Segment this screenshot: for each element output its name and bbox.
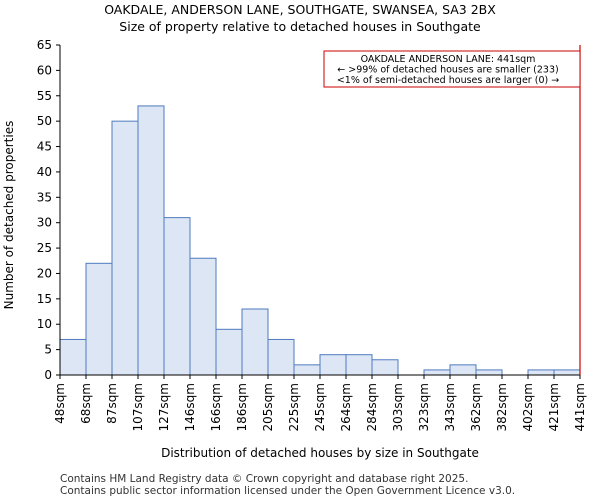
histogram-bar [423, 369, 451, 376]
y-tick-label: 5 [44, 343, 52, 357]
histogram-bar [475, 369, 503, 376]
x-tick-label: 225sqm [287, 383, 301, 431]
x-tick-label: 382sqm [495, 383, 509, 431]
histogram-bar [111, 120, 139, 376]
y-tick-label: 35 [37, 190, 52, 204]
y-tick-label: 30 [37, 216, 52, 230]
annotation-line: <1% of semi-detached houses are larger (… [337, 75, 559, 86]
histogram-bar [293, 364, 321, 376]
y-axis-label: Number of detached properties [2, 121, 16, 310]
x-tick-label: 127sqm [157, 383, 171, 431]
histogram-bar [267, 338, 295, 376]
x-tick-label: 146sqm [183, 383, 197, 431]
histogram-bar [449, 364, 477, 376]
histogram-bar [553, 369, 581, 376]
footer-licence: Contains public sector information licen… [60, 485, 516, 497]
x-tick-label: 68sqm [79, 383, 93, 424]
x-tick-label: 421sqm [547, 383, 561, 431]
x-tick-label: 205sqm [261, 383, 275, 431]
x-tick-label: 87sqm [105, 383, 119, 424]
histogram-chart: 0 5 10 15 20 25 30 35 40 45 50 55 60 65 48sqm 68sqm 87s… [2, 38, 587, 460]
histogram-bar [371, 359, 399, 376]
x-tick-label: 107sqm [131, 383, 145, 431]
x-tick-label: 441sqm [573, 383, 587, 431]
histogram-bar [163, 217, 191, 376]
chart-title: OAKDALE, ANDERSON LANE, SOUTHGATE, SWANS… [104, 2, 496, 17]
histogram-bar [215, 328, 243, 376]
x-axis-label: Distribution of detached houses by size … [161, 446, 479, 460]
y-tick-label: 15 [37, 292, 52, 306]
y-tick-label: 20 [37, 266, 52, 280]
y-tick-label: 55 [37, 89, 52, 103]
x-tick-label: 245sqm [313, 383, 327, 431]
x-tick-label: 264sqm [339, 383, 353, 431]
histogram-bar [189, 257, 217, 376]
x-tick-label: 166sqm [209, 383, 223, 431]
y-tick-label: 50 [37, 114, 52, 128]
histogram-bar [345, 354, 373, 376]
x-tick-label: 323sqm [417, 383, 431, 431]
x-tick-label: 343sqm [443, 383, 457, 431]
x-tick-label: 48sqm [53, 383, 67, 424]
x-tick-label: 186sqm [235, 383, 249, 431]
x-tick-label: 284sqm [365, 383, 379, 431]
histogram-bar [527, 369, 555, 376]
chart-subtitle: Size of property relative to detached ho… [119, 19, 481, 34]
annotation-line: ← >99% of detached houses are smaller (2… [337, 65, 558, 76]
histogram-bar [319, 354, 347, 376]
annotation-line: OAKDALE ANDERSON LANE: 441sqm [361, 54, 536, 65]
histogram-bar [59, 338, 87, 376]
y-tick-label: 25 [37, 241, 52, 255]
annotation-box [323, 50, 581, 88]
histogram-bar [137, 105, 165, 376]
y-tick-label: 60 [37, 63, 52, 77]
histogram-bar [85, 262, 113, 376]
y-tick-label: 10 [37, 317, 52, 331]
y-tick-label: 0 [44, 368, 52, 382]
y-tick-label: 65 [37, 38, 52, 52]
histogram-bar [241, 308, 269, 376]
y-tick-label: 45 [37, 140, 52, 154]
x-tick-label: 303sqm [391, 383, 405, 431]
x-tick-label: 362sqm [469, 383, 483, 431]
x-tick-label: 402sqm [521, 383, 535, 431]
y-tick-label: 40 [37, 165, 52, 179]
footer-copyright: Contains HM Land Registry data © Crown c… [60, 473, 469, 485]
